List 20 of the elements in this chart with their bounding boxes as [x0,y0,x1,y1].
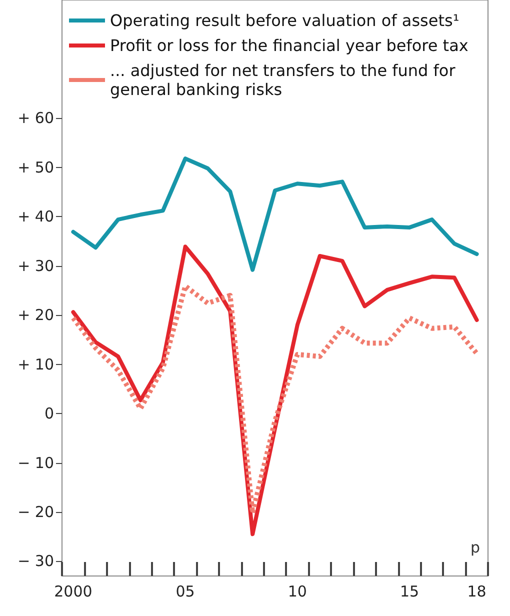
y-tick-label: + 30 [18,256,54,275]
legend-label: Profit or loss for the financial year before tax [110,36,468,55]
x-tick-label: 18 [467,582,486,600]
y-tick-label: + 20 [18,306,54,324]
y-tick-label: + 50 [18,158,54,176]
x-tick-label: 05 [176,582,195,600]
y-tick-label: 0 [44,404,54,423]
x-tick-label: 15 [400,582,420,600]
line-series [71,156,479,272]
y-tick-label: − 10 [18,454,54,472]
y-tick-label: − 30 [18,552,54,570]
y-tick-label: + 60 [18,109,54,128]
y-tick-label: + 40 [18,208,54,226]
annotation: p [470,538,480,556]
legend-label: Operating result before valuation of assets¹ [110,11,460,30]
x-tick-label: 2000 [54,582,92,600]
x-tick-label: 10 [288,582,307,600]
y-tick-label: − 20 [18,503,54,521]
legend-label: ... adjusted for net transfers to the fund for general banking risks [110,61,460,99]
y-tick-label: + 10 [18,355,54,374]
